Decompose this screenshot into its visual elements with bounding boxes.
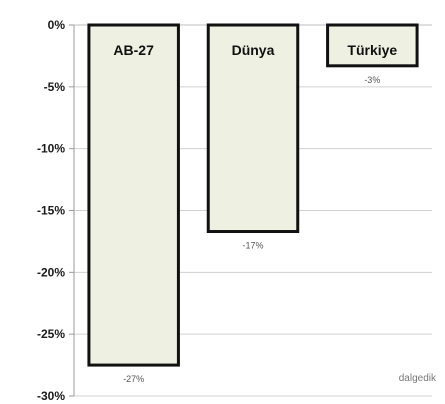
bar-dnya xyxy=(206,23,300,234)
labels: AB-27 -27% Dünya -17% Türkiye -3% xyxy=(113,42,397,384)
category-label: Türkiye xyxy=(347,42,397,58)
y-tick-label: -15% xyxy=(37,204,65,218)
category-label: AB-27 xyxy=(113,42,154,58)
y-tick-label: -30% xyxy=(37,389,65,403)
category-label: Dünya xyxy=(232,42,275,58)
data-label: -3% xyxy=(364,75,380,85)
y-tick-label: -5% xyxy=(44,80,66,94)
bars xyxy=(87,23,419,367)
watermark-text: dalgedik xyxy=(399,373,437,384)
bar-trkiye xyxy=(326,23,419,68)
y-tick-label: -25% xyxy=(37,327,65,341)
data-label: -27% xyxy=(123,374,144,384)
y-tick-label: -10% xyxy=(37,142,65,156)
data-label: -17% xyxy=(242,241,263,251)
y-tick-label: 0% xyxy=(48,18,66,32)
y-tick-label: -20% xyxy=(37,265,65,279)
bar-ab27 xyxy=(87,23,180,367)
